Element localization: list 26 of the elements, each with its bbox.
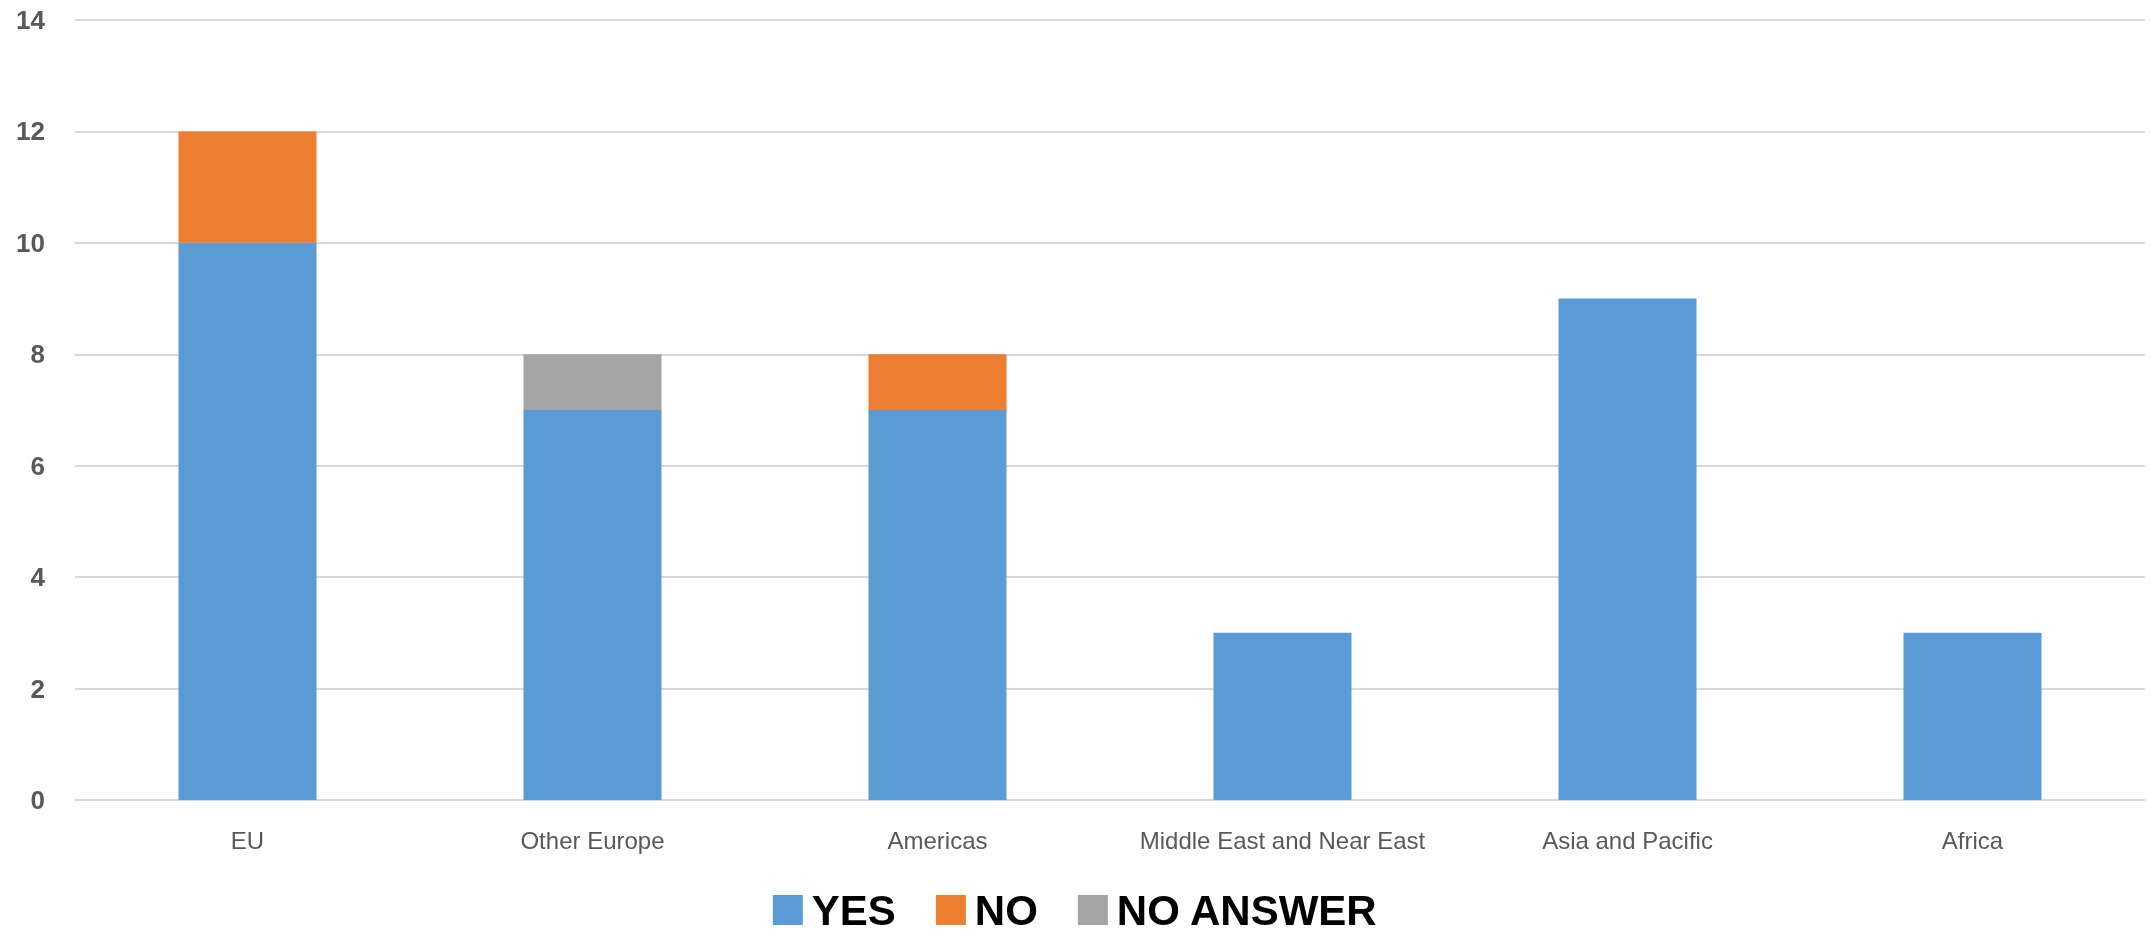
y-tick-label: 2: [30, 673, 45, 704]
bar: [523, 354, 662, 410]
bar: [868, 354, 1007, 410]
legend-label: YES: [811, 886, 896, 934]
bar: [178, 242, 317, 800]
legend-label: NO ANSWER: [1116, 886, 1377, 934]
y-tick-label: 10: [16, 227, 45, 258]
x-tick-label: Asia and Pacific: [1542, 826, 1713, 854]
x-tick-label: Africa: [1941, 826, 2004, 854]
x-tick-label: Other Europe: [520, 826, 665, 854]
x-tick-label: Americas: [887, 826, 988, 854]
bar: [1213, 632, 1352, 800]
bar: [523, 410, 662, 800]
x-tick-label: Middle East and Near East: [1139, 826, 1426, 854]
bar: [1903, 632, 2042, 800]
y-tick-label: 0: [30, 785, 45, 815]
x-tick-label: EU: [230, 826, 265, 854]
y-tick-label: 12: [16, 116, 45, 147]
bar: [868, 410, 1007, 800]
y-tick-label: 6: [30, 450, 45, 481]
y-tick-label: 8: [30, 339, 45, 370]
bar: [1558, 298, 1697, 800]
y-tick-label: 14: [16, 5, 46, 35]
y-tick-label: 4: [30, 562, 46, 593]
bar: [178, 131, 317, 243]
legend-label: NO: [974, 886, 1038, 934]
